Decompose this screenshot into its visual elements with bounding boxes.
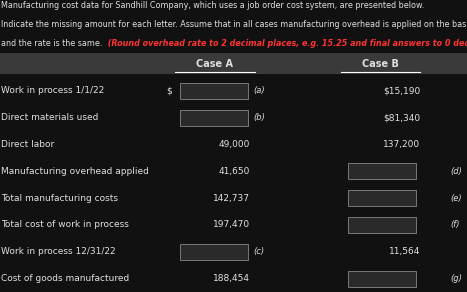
Text: and the rate is the same.: and the rate is the same. — [1, 39, 102, 48]
Text: (Round overhead rate to 2 decimal places, e.g. 15.25 and final answers to 0 deci: (Round overhead rate to 2 decimal places… — [105, 39, 467, 48]
Text: (d): (d) — [451, 167, 462, 176]
FancyBboxPatch shape — [180, 244, 248, 260]
Text: Manufacturing overhead applied: Manufacturing overhead applied — [1, 167, 149, 176]
Text: $: $ — [166, 86, 172, 95]
Text: Work in process 12/31/22: Work in process 12/31/22 — [1, 247, 115, 256]
Text: (c): (c) — [253, 247, 264, 256]
Text: $15,190: $15,190 — [383, 86, 420, 95]
FancyBboxPatch shape — [348, 163, 416, 179]
Text: 142,737: 142,737 — [213, 194, 250, 203]
Text: 137,200: 137,200 — [383, 140, 420, 149]
Text: $81,340: $81,340 — [383, 113, 420, 122]
FancyBboxPatch shape — [180, 83, 248, 99]
FancyBboxPatch shape — [348, 190, 416, 206]
Text: (e): (e) — [451, 194, 462, 203]
Text: (a): (a) — [253, 86, 265, 95]
FancyBboxPatch shape — [348, 271, 416, 287]
Text: Case B: Case B — [362, 58, 399, 69]
Text: Direct materials used: Direct materials used — [1, 113, 99, 122]
Text: 41,650: 41,650 — [219, 167, 250, 176]
Text: (f): (f) — [451, 220, 460, 230]
FancyBboxPatch shape — [0, 53, 467, 74]
Text: Case A: Case A — [196, 58, 234, 69]
Text: 49,000: 49,000 — [219, 140, 250, 149]
Text: Manufacturing cost data for Sandhill Company, which uses a job order cost system: Manufacturing cost data for Sandhill Com… — [1, 1, 424, 11]
Text: 188,454: 188,454 — [213, 274, 250, 283]
Text: (g): (g) — [451, 274, 462, 283]
Text: (b): (b) — [253, 113, 265, 122]
Text: Cost of goods manufactured: Cost of goods manufactured — [1, 274, 129, 283]
Text: 11,564: 11,564 — [389, 247, 420, 256]
Text: 197,470: 197,470 — [213, 220, 250, 230]
Text: Direct labor: Direct labor — [1, 140, 54, 149]
Text: Total manufacturing costs: Total manufacturing costs — [1, 194, 118, 203]
Text: Indicate the missing amount for each letter. Assume that in all cases manufactur: Indicate the missing amount for each let… — [1, 20, 467, 29]
FancyBboxPatch shape — [348, 217, 416, 233]
Text: Work in process 1/1/22: Work in process 1/1/22 — [1, 86, 104, 95]
FancyBboxPatch shape — [180, 110, 248, 126]
Text: Total cost of work in process: Total cost of work in process — [1, 220, 129, 230]
